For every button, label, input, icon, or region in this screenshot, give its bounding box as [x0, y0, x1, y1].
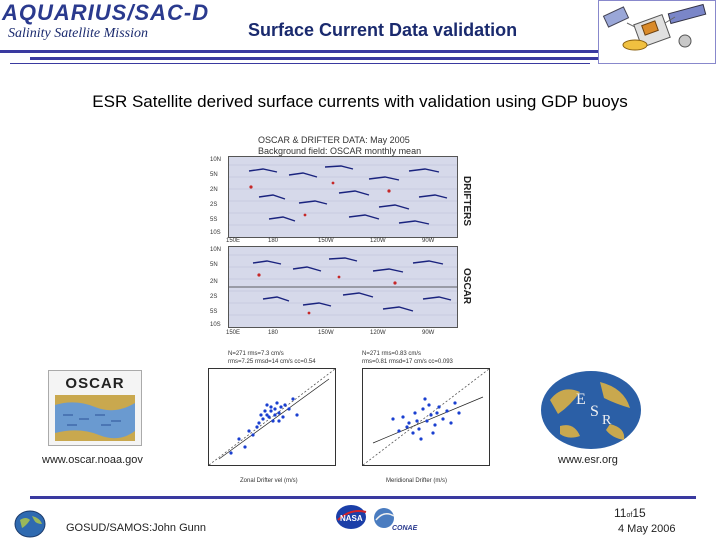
- header-rule: [0, 50, 598, 53]
- figure-title: OSCAR & DRIFTER DATA: May 2005 Backgroun…: [258, 135, 421, 157]
- lon-tick: 180: [268, 330, 279, 336]
- page-total: 15: [632, 506, 646, 520]
- page-of: of: [626, 512, 633, 519]
- esr-logo: E S R: [540, 370, 642, 450]
- conae-logo: CONAE: [374, 508, 418, 532]
- lon-tick: 120W: [370, 330, 386, 336]
- scatter-right: [362, 368, 490, 466]
- header-rule: [10, 63, 590, 64]
- svg-text:NASA: NASA: [340, 514, 363, 523]
- footer-date: 4 May 2006: [618, 523, 676, 535]
- mission-name: Salinity Satellite Mission: [8, 26, 148, 41]
- lon-tick: 90W: [422, 330, 435, 336]
- oscar-logo: OSCAR: [48, 370, 142, 446]
- satellite-image: [598, 0, 716, 64]
- scatter-left-xlabel: Zonal Drifter vel (m/s): [240, 478, 298, 484]
- scatter-left-stats: N=271 rms=7.3 cm/s rms=7.25 rmsd=14 cm/s…: [228, 351, 316, 365]
- lon-tick: 120W: [370, 238, 386, 244]
- lon-tick: 150E: [226, 238, 241, 244]
- nasa-logo: NASA: [336, 505, 367, 529]
- lat-tick: 10N: [210, 157, 222, 163]
- scatter-right-stats: N=271 rms=0.83 cm/s rms=0.81 rmsd=17 cm/…: [362, 351, 453, 365]
- footer-rule: [30, 496, 696, 499]
- slide-subtitle: ESR Satellite derived surface currents w…: [92, 92, 628, 111]
- oscar-label: OSCAR: [461, 268, 472, 305]
- lon-tick: 150W: [318, 238, 334, 244]
- lon-tick: 90W: [422, 238, 435, 244]
- scatter-left: [208, 368, 336, 466]
- scatter-right-xlabel: Meridional Drifter (m/s): [386, 478, 448, 484]
- lat-tick: 2N: [210, 279, 218, 285]
- oscar-logo-word: OSCAR: [65, 375, 125, 392]
- svg-text:CONAE: CONAE: [392, 525, 418, 532]
- page-number: 11of15: [614, 506, 646, 520]
- oscar-url-link[interactable]: www.oscar.noaa.gov: [42, 454, 143, 466]
- lat-tick: 2S: [210, 294, 218, 300]
- lon-tick: 180: [268, 238, 279, 244]
- globe-icon: [14, 510, 46, 538]
- figure-title-line: OSCAR & DRIFTER DATA: May 2005: [258, 135, 410, 145]
- lat-tick: 2N: [210, 187, 218, 193]
- drifters-label: DRIFTERS: [461, 176, 472, 226]
- footer-author: GOSUD/SAMOS:John Gunn: [66, 522, 206, 534]
- lat-tick: 5S: [210, 309, 218, 315]
- lon-tick: 150E: [226, 330, 241, 336]
- lat-tick: 10S: [210, 230, 221, 236]
- lat-tick: 5N: [210, 172, 218, 178]
- aquarius-logo: AQUARIUS/SAC-D: [2, 0, 210, 25]
- slide-title: Surface Current Data validation: [248, 20, 518, 40]
- esr-url-link[interactable]: www.esr.org: [558, 454, 618, 466]
- svg-text:S: S: [590, 403, 599, 420]
- lat-tick: 5S: [210, 217, 218, 223]
- header-rule: [30, 57, 598, 60]
- lon-tick: 150W: [318, 330, 334, 336]
- svg-text:E: E: [576, 391, 586, 408]
- page-current: 11: [614, 506, 627, 520]
- svg-text:R: R: [602, 413, 612, 428]
- lat-tick: 2S: [210, 202, 218, 208]
- figure-title-line: Background field: OSCAR monthly mean: [258, 146, 422, 156]
- oscar-map-panel: [228, 246, 458, 328]
- lat-tick: 10N: [210, 247, 222, 253]
- lat-tick: 5N: [210, 262, 218, 268]
- drifters-map-panel: [228, 156, 458, 238]
- lat-tick: 10S: [210, 322, 221, 328]
